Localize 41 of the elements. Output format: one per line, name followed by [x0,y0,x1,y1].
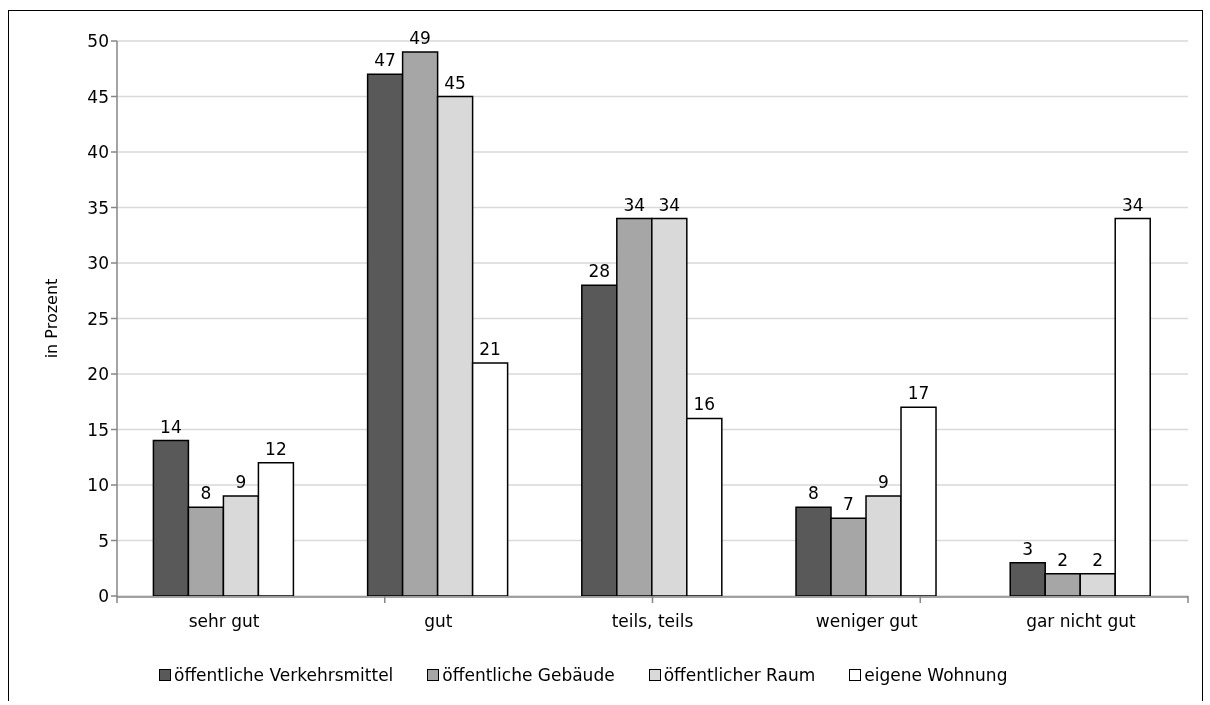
data-label: 12 [265,438,287,459]
y-tick-label: 35 [87,197,109,218]
y-tick-label: 30 [87,253,109,274]
legend-label: öffentliche Gebäude [442,665,615,685]
x-tick-label: sehr gut [188,611,260,632]
data-label: 9 [235,472,247,493]
y-tick-label: 50 [87,31,109,52]
data-label: 8 [200,483,212,504]
data-label: 28 [588,261,611,282]
data-label: 3 [1022,538,1034,559]
y-tick-label: 20 [87,364,109,385]
data-label: 2 [1057,549,1069,570]
x-tick-label: teils, teils [611,611,694,632]
y-tick-label: 0 [98,586,109,607]
y-tick-label: 25 [87,308,109,329]
data-label: 49 [409,28,431,49]
y-tick-label: 40 [87,142,109,163]
y-tick-label: 45 [87,86,109,107]
y-tick-label: 10 [87,475,109,496]
data-label: 47 [374,50,396,71]
data-label: 34 [1121,194,1144,215]
y-axis-title: in Prozent [41,278,61,359]
data-label: 9 [878,472,889,493]
data-label: 14 [160,416,182,437]
data-label: 17 [907,383,930,404]
legend-label: öffentliche Verkehrsmittel [174,665,394,685]
legend-label: eigene Wohnung [864,665,1008,685]
data-label: 34 [623,194,646,215]
x-tick-label: weniger gut [815,611,918,632]
data-label: 2 [1092,549,1104,570]
x-tick-label: gar nicht gut [1026,611,1136,632]
y-tick-label: 15 [87,419,109,440]
y-tick-label: 5 [98,530,109,551]
data-label: 8 [808,483,819,504]
data-label: 21 [479,338,501,359]
data-label: 16 [693,394,716,415]
x-tick-label: gut [424,611,453,632]
data-label: 7 [843,494,854,515]
data-label: 45 [444,72,466,93]
data-label: 34 [658,194,681,215]
legend-label: öffentlicher Raum [663,665,816,685]
